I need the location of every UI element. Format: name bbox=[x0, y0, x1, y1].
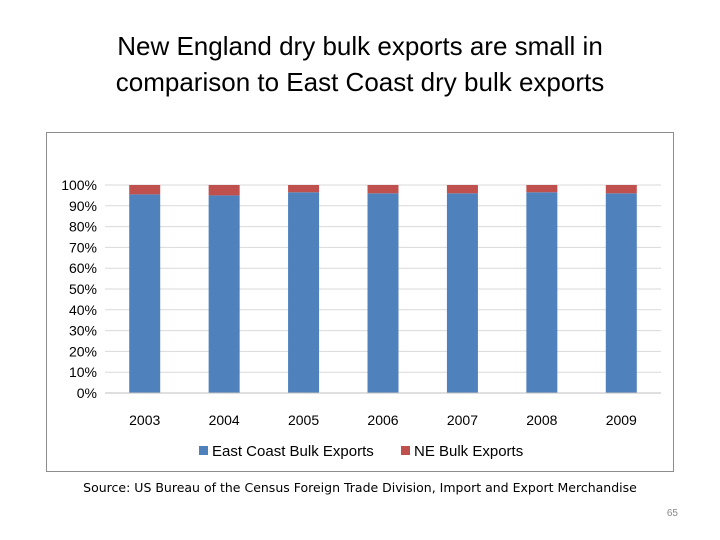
x-tick-label: 2003 bbox=[129, 412, 160, 428]
bar-segment bbox=[446, 185, 478, 194]
bar-segment bbox=[605, 185, 637, 194]
legend-swatch bbox=[401, 446, 410, 455]
y-tick-label: 10% bbox=[69, 364, 97, 380]
title-line-1: New England dry bulk exports are small i… bbox=[117, 31, 603, 61]
bar-segment bbox=[288, 185, 320, 193]
x-tick-label: 2008 bbox=[526, 412, 557, 428]
y-tick-label: 20% bbox=[69, 343, 97, 359]
y-tick-label: 30% bbox=[69, 323, 97, 339]
bar-segment bbox=[288, 192, 320, 393]
bar-segment bbox=[129, 194, 161, 393]
bar-segment bbox=[208, 195, 240, 393]
source-note: Source: US Bureau of the Census Foreign … bbox=[83, 480, 637, 495]
y-tick-label: 40% bbox=[69, 302, 97, 318]
bar-segment bbox=[367, 185, 399, 194]
title-line-2: comparison to East Coast dry bulk export… bbox=[115, 67, 605, 97]
slide-title: New England dry bulk exports are small i… bbox=[40, 28, 680, 100]
y-tick-label: 50% bbox=[69, 281, 97, 297]
legend-swatch bbox=[199, 446, 208, 455]
y-tick-label: 70% bbox=[69, 239, 97, 255]
bar-segment bbox=[208, 185, 240, 196]
legend-label: NE Bulk Exports bbox=[414, 443, 523, 460]
y-tick-label: 60% bbox=[69, 260, 97, 276]
bar-segment bbox=[526, 192, 558, 393]
bar-segment bbox=[367, 193, 399, 393]
x-tick-label: 2007 bbox=[447, 412, 478, 428]
bar-segment bbox=[129, 185, 161, 195]
bar-segment bbox=[526, 185, 558, 193]
bar-segment bbox=[605, 193, 637, 393]
y-tick-label: 100% bbox=[61, 177, 97, 193]
x-tick-label: 2006 bbox=[367, 412, 398, 428]
x-tick-label: 2009 bbox=[606, 412, 637, 428]
y-tick-label: 90% bbox=[69, 198, 97, 214]
x-tick-label: 2005 bbox=[288, 412, 319, 428]
x-tick-label: 2004 bbox=[209, 412, 240, 428]
y-tick-label: 0% bbox=[77, 385, 97, 401]
y-tick-label: 80% bbox=[69, 219, 97, 235]
chart-frame: 0% 10% 20% 30% 40% 50% 60% 70% 80% 90% 100% 2003 200… bbox=[46, 132, 674, 472]
stacked-bar-chart: 0% 10% 20% 30% 40% 50% 60% 70% 80% 90% 100% 2003 200… bbox=[61, 177, 661, 460]
page-number: 65 bbox=[666, 508, 678, 519]
bar-segment bbox=[446, 193, 478, 393]
legend-label: East Coast Bulk Exports bbox=[212, 443, 374, 460]
